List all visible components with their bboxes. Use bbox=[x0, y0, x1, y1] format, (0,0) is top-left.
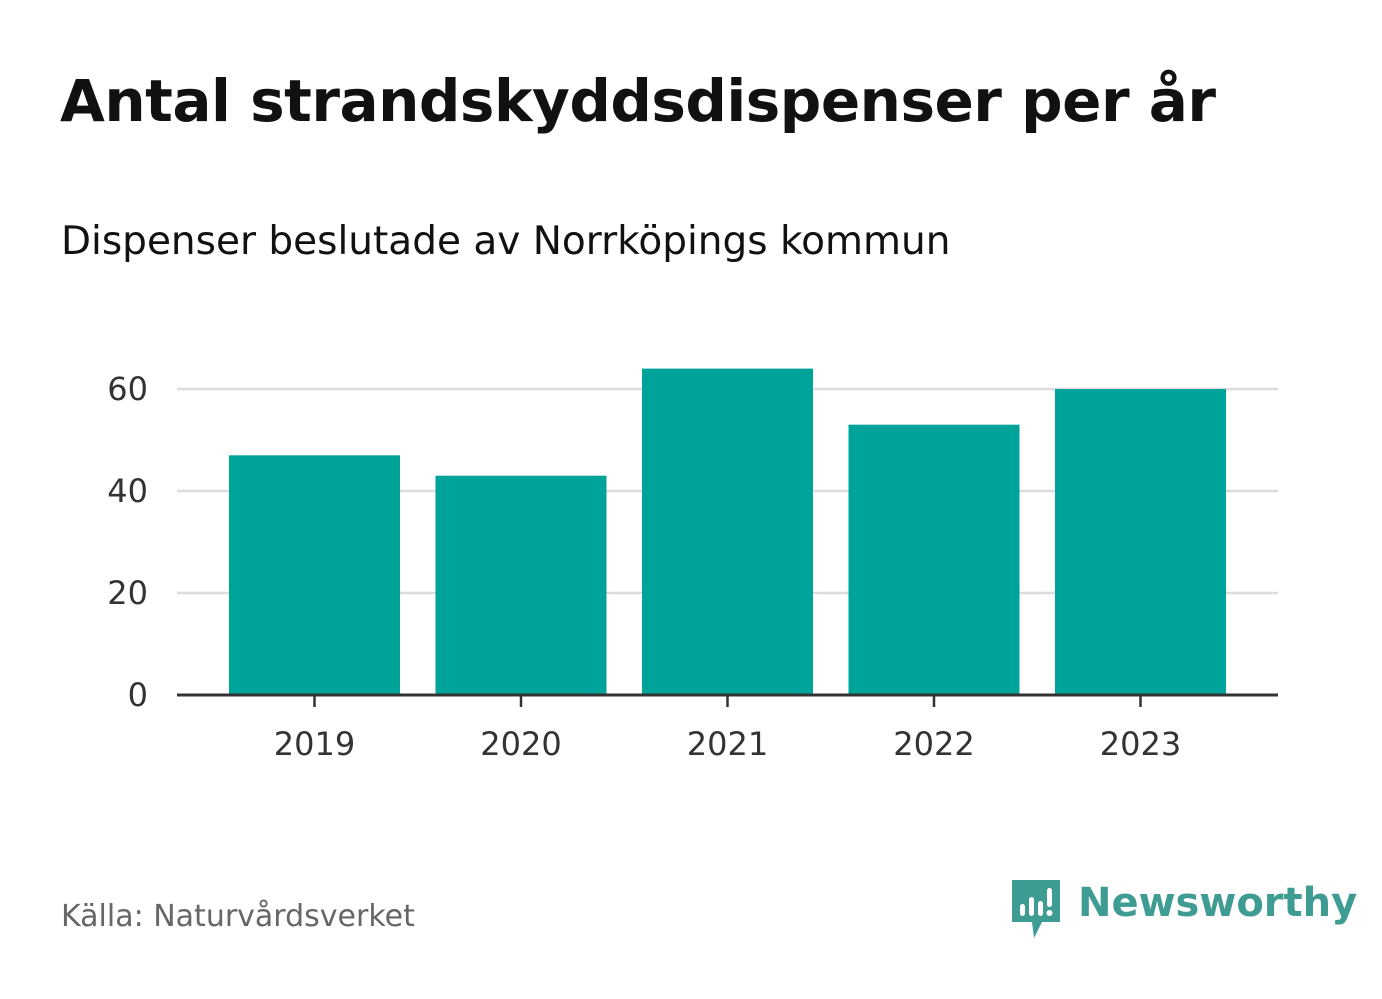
y-tick-label: 0 bbox=[128, 676, 148, 714]
x-tick-label: 2019 bbox=[274, 725, 355, 763]
x-tick-label: 2022 bbox=[893, 725, 974, 763]
axes: 0 20 40 60 2019 2020 2021 2022 2023 bbox=[107, 370, 1278, 763]
x-tick-label: 2021 bbox=[687, 725, 768, 763]
brand-name: Newsworthy bbox=[1078, 880, 1358, 926]
y-tick-label: 60 bbox=[107, 370, 148, 408]
bar-2021 bbox=[642, 368, 813, 695]
bar-2020 bbox=[435, 475, 607, 695]
source-note: Källa: Naturvårdsverket bbox=[61, 899, 415, 934]
y-tick-label: 20 bbox=[107, 574, 148, 612]
x-tick-label: 2023 bbox=[1100, 725, 1181, 763]
bar-2023 bbox=[1055, 389, 1226, 695]
x-tick-label: 2020 bbox=[480, 725, 561, 763]
brand-logo: Newsworthy bbox=[1012, 880, 1357, 940]
chart-title: Antal strandskyddsdispenser per år bbox=[60, 67, 1216, 135]
chart-subtitle: Dispenser beslutade av Norrköpings kommu… bbox=[61, 219, 951, 264]
y-tick-label: 40 bbox=[107, 472, 148, 510]
bars bbox=[229, 368, 1226, 695]
newsworthy-logo-icon bbox=[1012, 880, 1060, 938]
bar-2019 bbox=[229, 455, 400, 695]
bar-2022 bbox=[848, 424, 1020, 695]
